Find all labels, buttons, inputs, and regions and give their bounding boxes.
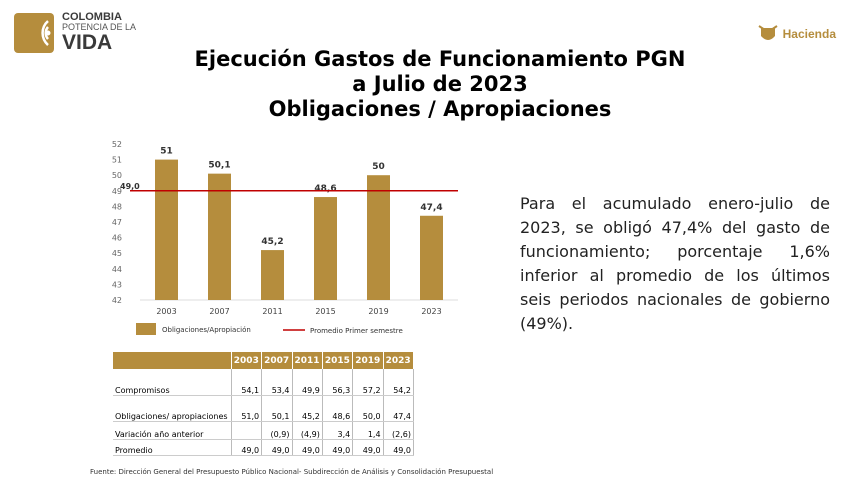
bar (261, 250, 284, 300)
y-tick-label: 49 (112, 187, 122, 196)
table-cell: 50,1 (261, 395, 293, 422)
table-cell: 53,4 (261, 369, 293, 396)
table-cell: 49,0 (261, 439, 293, 456)
logo-line1: COLOMBIA (62, 11, 122, 23)
table-cell: 48,6 (322, 395, 354, 422)
legend-bar-swatch (136, 323, 156, 335)
y-tick-label: 46 (112, 234, 122, 243)
table-cell: 49,0 (383, 439, 415, 456)
bar (367, 175, 390, 300)
x-tick-label: 2007 (209, 307, 229, 316)
bar-value-label: 50 (372, 162, 385, 172)
y-tick-label: 42 (112, 296, 122, 305)
title-line2: a Julio de 2023 (352, 72, 528, 96)
table-header: 2003 (231, 352, 263, 369)
bar-chart: 42 43 44 45 46 47 48 49 50 51 52 51 2003 50,1 2007 45,2… (112, 140, 458, 335)
title-line3: Obligaciones / Apropiaciones (268, 97, 612, 121)
table-cell: Obligaciones/ apropiaciones (113, 395, 232, 422)
table-header: 2007 (261, 352, 293, 369)
table-cell: 49,0 (231, 439, 263, 456)
y-tick-label: 50 (112, 171, 122, 180)
table-cell: 54,1 (231, 369, 263, 396)
table-cell: 47,4 (383, 395, 415, 422)
legend-bar-label: Obligaciones/Apropiación (162, 326, 251, 334)
logo-line3: VIDA (62, 31, 113, 54)
average-line-label: 49,0 (120, 182, 140, 191)
x-tick-label: 2011 (262, 307, 282, 316)
y-tick-label: 44 (112, 265, 122, 274)
bar-value-label: 48,6 (314, 184, 336, 194)
table-cell: (0,9) (261, 421, 293, 440)
table-cell: 50,0 (352, 395, 384, 422)
table-cell: Variación año anterior (113, 421, 232, 440)
table-row: Obligaciones/ apropiaciones 51,0 50,1 45,2 4… (113, 395, 415, 422)
x-tick-label: 2003 (156, 307, 176, 316)
bar-value-label: 45,2 (261, 237, 283, 247)
table-cell: 51,0 (231, 395, 263, 422)
page-title: Ejecución Gastos de Funcionamiento PGN a… (150, 47, 730, 122)
bar (420, 215, 443, 300)
table-cell: 45,2 (292, 395, 323, 422)
y-tick-label: 45 (112, 249, 122, 258)
table-header: 2023 (383, 352, 415, 369)
table-cell (231, 421, 263, 440)
source-note: Fuente: Dirección General del Presupuest… (90, 468, 494, 476)
table-header (113, 352, 232, 369)
table-cell: 49,0 (352, 439, 384, 456)
table-row: Promedio 49,0 49,0 49,0 49,0 49,0 49,0 (113, 439, 415, 456)
data-table: 2003 2007 2011 2015 2019 2023 Compromisos 54,1… (113, 352, 415, 456)
table-cell: 49,0 (322, 439, 354, 456)
bar-value-label: 51 (160, 147, 173, 157)
x-tick-label: 2023 (421, 307, 441, 316)
bar-value-label: 50,1 (208, 161, 230, 171)
bar (155, 159, 178, 300)
colombia-logo: COLOMBIA POTENCIA DE LA VIDA (14, 12, 136, 53)
table-row: Variación año anterior (0,9) (4,9) 3,4 1,4 (2… (113, 421, 415, 440)
table-header: 2011 (292, 352, 323, 369)
table-cell: 3,4 (322, 421, 354, 440)
y-tick-label: 47 (112, 218, 122, 227)
table-header: 2015 (322, 352, 354, 369)
table-cell: Compromisos (113, 369, 232, 396)
x-tick-label: 2015 (315, 307, 335, 316)
y-tick-label: 43 (112, 280, 122, 289)
table-cell: 54,2 (383, 369, 415, 396)
table-row: Compromisos 54,1 53,4 49,9 56,3 57,2 54,2 (113, 369, 415, 396)
logo-line2: POTENCIA DE LA (62, 22, 137, 32)
y-tick-label: 48 (112, 202, 122, 211)
table-cell: 49,0 (292, 439, 323, 456)
bar (208, 173, 231, 300)
summary-paragraph: Para el acumulado enero-julio de 2023, s… (520, 194, 830, 333)
x-tick-label: 2019 (368, 307, 388, 316)
table-cell: 56,3 (322, 369, 354, 396)
hacienda-label: Hacienda (782, 27, 836, 41)
legend-line-label: Promedio Primer semestre (310, 327, 403, 335)
table-cell: (4,9) (292, 421, 323, 440)
title-line1: Ejecución Gastos de Funcionamiento PGN (194, 47, 686, 71)
table-header: 2019 (352, 352, 384, 369)
table-cell: 1,4 (352, 421, 384, 440)
logo-mark-icon (14, 12, 54, 53)
y-tick-label: 51 (112, 156, 122, 165)
table-cell: 49,9 (292, 369, 323, 396)
table-cell: (2,6) (383, 421, 415, 440)
table-cell: Promedio (113, 439, 232, 456)
bar-value-label: 47,4 (420, 203, 442, 213)
hacienda-logo: Hacienda (757, 22, 836, 46)
coat-of-arms-icon (758, 25, 778, 40)
y-tick-label: 52 (112, 140, 122, 149)
table-cell: 57,2 (352, 369, 384, 396)
bar (314, 197, 337, 300)
